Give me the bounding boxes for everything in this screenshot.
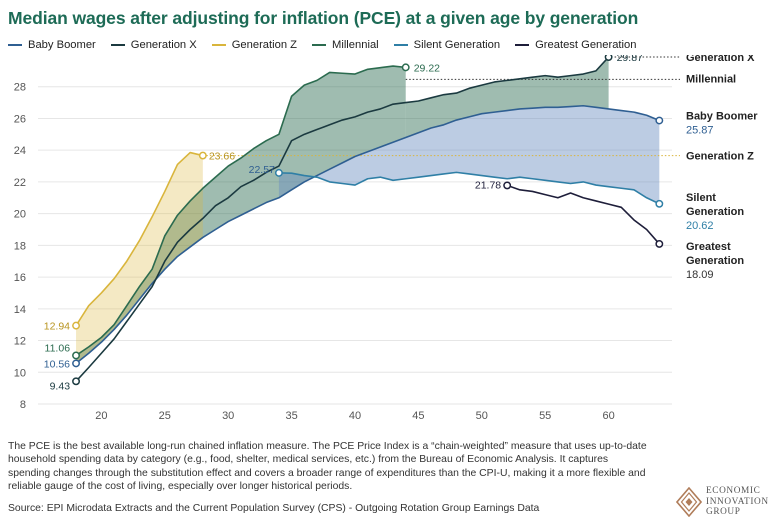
data-label: 29.22 [414,62,440,74]
right-label: Silent [686,192,716,204]
data-label: 11.06 [45,342,71,354]
logo-text: ECONOMIC INNOVATION GROUP [706,486,769,518]
start-marker-generation-x [72,377,80,386]
end-marker-silent-generation [655,199,664,208]
series-line-silent-generation [278,171,660,205]
legend-swatch [211,44,226,46]
start-marker-millennial [72,351,80,360]
data-label: 12.94 [44,321,70,333]
start-marker-greatest-generation [503,181,512,190]
right-label: Generation X [686,55,755,64]
silent-shade [278,105,660,204]
series-line-millennial [75,65,406,357]
diamond-logo-icon [676,487,702,517]
y-tick-label: 12 [14,336,26,348]
x-tick-label: 25 [159,410,171,422]
legend-item-greatest-generation: Greatest Generation [515,37,636,53]
legend-label: Greatest Generation [535,39,637,51]
right-label: 18.09 [686,269,714,281]
data-label: 29.87 [617,55,643,64]
start-marker-silent-generation [274,168,283,177]
end-marker-millennial [401,63,410,72]
data-label: 9.43 [50,380,71,392]
genz-shade [76,152,203,364]
legend-item-generation-z: Generation Z [211,37,298,53]
end-marker-greatest-generation [655,239,664,248]
series-line-generation-x [75,56,610,382]
end-marker-generation-x [604,55,613,62]
start-marker-baby-boomer [72,359,80,368]
y-tick-label: 20 [14,209,26,221]
x-tick-label: 60 [602,410,614,422]
eig-logo: ECONOMIC INNOVATION GROUP [676,482,780,522]
x-tick-label: 55 [539,410,551,422]
start-marker-generation-z [72,321,80,330]
footnote: The PCE is the best available long-run c… [8,441,647,492]
data-label: 21.78 [475,179,501,191]
data-label: 10.56 [44,358,70,370]
series-line-generation-z [75,151,204,327]
end-marker-baby-boomer [655,116,664,125]
x-tick-label: 35 [285,410,297,422]
legend-label: Generation Z [231,39,298,51]
right-label: Generation [686,255,744,267]
right-label: Baby Boomer [686,111,758,123]
y-tick-label: 10 [14,367,26,379]
legend-item-millennial: Millennial [312,37,379,53]
legend-item-silent-generation: Silent Generation [393,37,501,53]
y-tick-label: 22 [14,177,26,189]
end-marker-generation-z [198,151,207,160]
right-label: Greatest [686,241,731,253]
chart-title: Median wages after adjusting for inflati… [8,8,639,28]
x-tick-label: 30 [222,410,234,422]
y-tick-label: 8 [20,399,26,411]
legend-label: Baby Boomer [28,39,96,51]
data-label: 23.66 [209,151,235,163]
x-tick-label: 45 [412,410,424,422]
right-label: Generation Z [686,151,754,163]
legend-label: Generation X [130,39,197,51]
x-tick-label: 50 [476,410,488,422]
right-label: Millennial [686,73,736,85]
series-line-greatest-generation [506,184,660,245]
legend-item-generation-x: Generation X [110,37,197,53]
right-label: Generation [686,206,744,218]
y-tick-label: 24 [14,145,26,157]
series-line-baby-boomer [75,104,660,365]
legend-item-baby-boomer: Baby Boomer [8,37,96,53]
y-tick-label: 18 [14,240,26,252]
data-label: 22.57 [249,164,275,176]
legend-label: Silent Generation [413,39,501,51]
right-label: 20.62 [686,220,714,232]
legend-swatch [110,44,125,46]
y-tick-label: 26 [14,113,26,125]
x-tick-label: 20 [95,410,107,422]
wage-chart: 8 10 12 14 16 18 20 22 24 26 28 20 25 30 35 40 45 50 55 60 1… [14,55,758,422]
legend-swatch [8,44,22,46]
y-tick-label: 28 [14,82,26,94]
genx-shade [405,57,609,138]
logo-line: ECONOMIC [706,486,761,497]
legend-label: Millennial [332,39,379,51]
legend: Baby Boomer Generation X Generation Z Mi… [8,37,636,53]
legend-swatch [515,44,530,46]
y-tick-label: 16 [14,272,26,284]
logo-line: INNOVATION [706,496,769,507]
legend-swatch [393,44,408,46]
logo-line: GROUP [706,507,741,518]
y-tick-label: 14 [14,304,26,316]
x-tick-label: 40 [349,410,361,422]
right-label: 25.87 [686,125,714,137]
legend-swatch [312,44,327,46]
source-note: Source: EPI Microdata Extracts and the C… [8,503,540,514]
